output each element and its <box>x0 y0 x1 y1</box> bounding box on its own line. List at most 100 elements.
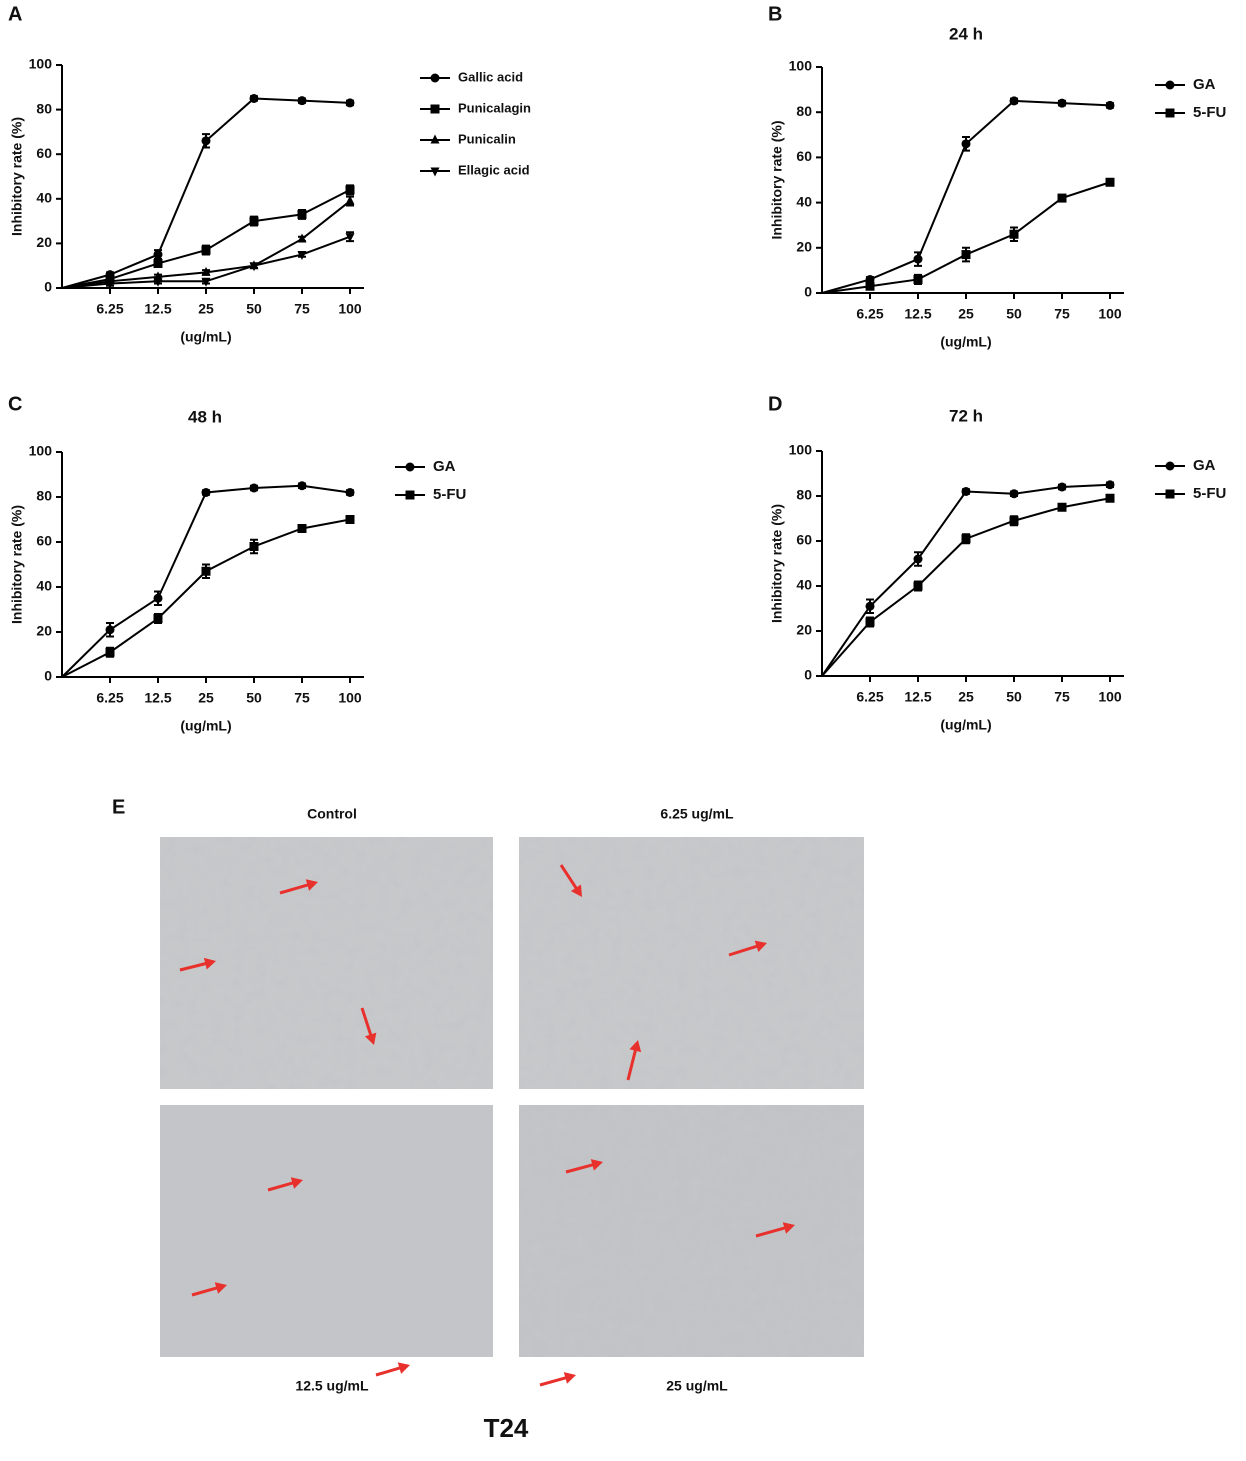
marker <box>297 96 307 106</box>
marker <box>345 488 355 497</box>
marker <box>961 487 971 496</box>
y-tick-label: 80 <box>36 488 52 504</box>
marker <box>345 98 355 108</box>
x-tick-label: 75 <box>294 690 310 706</box>
series-line <box>821 181 1111 294</box>
image-label: 6.25 ug/mL <box>660 806 734 822</box>
marker <box>1057 193 1067 203</box>
legend-label: GA <box>1193 457 1216 474</box>
arrow-shaft <box>755 1225 787 1238</box>
arrow-shaft <box>728 944 760 957</box>
marker <box>1165 461 1175 471</box>
micrograph-texture <box>160 1105 493 1357</box>
marker <box>153 258 163 268</box>
y-tick-label: 0 <box>804 667 812 683</box>
y-tick-label: 100 <box>789 442 813 458</box>
marker <box>913 274 923 284</box>
x-tick-label: 50 <box>1006 689 1022 705</box>
marker <box>1105 480 1115 490</box>
y-tick-label: 60 <box>36 533 52 549</box>
marker <box>1009 96 1019 106</box>
marker <box>345 515 355 524</box>
marker <box>1057 502 1067 512</box>
marker <box>297 524 307 533</box>
marker <box>913 254 923 264</box>
marker <box>153 277 163 287</box>
arrow-shaft <box>565 1162 595 1174</box>
chart-title: 24 h <box>949 24 983 43</box>
marker <box>913 554 923 564</box>
x-tick-label: 100 <box>1098 689 1122 705</box>
marker <box>105 647 115 657</box>
x-axis-label: (ug/mL) <box>940 717 991 733</box>
legend-label: GA <box>433 458 456 475</box>
x-tick-label: 6.25 <box>856 689 883 705</box>
marker <box>1105 177 1115 187</box>
y-tick-label: 80 <box>36 100 52 116</box>
marker <box>430 134 440 144</box>
y-tick-label: 100 <box>789 58 813 74</box>
x-tick-label: 100 <box>1098 306 1122 322</box>
panel-letter: C <box>8 393 22 415</box>
arrow-head <box>214 1282 227 1294</box>
legend-label: Punicalagin <box>458 100 531 115</box>
marker <box>249 483 259 493</box>
y-tick-label: 40 <box>36 578 52 594</box>
marker <box>430 167 440 177</box>
arrow-head <box>563 1372 576 1384</box>
marker <box>1009 489 1019 499</box>
marker <box>1165 108 1175 118</box>
x-axis-label: (ug/mL) <box>940 334 991 350</box>
arrow-head <box>782 1222 795 1234</box>
legend-label: Punicalin <box>458 131 516 146</box>
series-line <box>61 97 351 289</box>
marker <box>249 262 259 272</box>
marker <box>153 614 163 623</box>
marker <box>961 250 971 260</box>
marker <box>297 233 307 243</box>
chart: B 24 h 0 20 40 60 80 100 6.25 12.5 25 50 75 100 Inhibi… <box>768 3 1226 349</box>
y-tick-label: 0 <box>44 279 52 295</box>
marker <box>201 266 211 276</box>
x-tick-label: 50 <box>246 301 262 317</box>
marker <box>201 136 211 146</box>
arrow-shaft <box>191 1285 219 1297</box>
micrograph-texture <box>519 837 864 1089</box>
marker <box>249 216 259 226</box>
marker <box>961 534 971 544</box>
panel-letter: D <box>768 393 782 415</box>
x-tick-label: 12.5 <box>904 306 931 322</box>
y-axis-label: Inhibitory rate (%) <box>9 117 25 236</box>
image-label: 12.5 ug/mL <box>295 1378 369 1394</box>
marker <box>153 250 163 260</box>
arrow-head <box>364 1032 377 1045</box>
micrograph-texture <box>160 837 493 1089</box>
y-tick-label: 40 <box>36 190 52 206</box>
arrow-shaft <box>539 1375 568 1387</box>
y-tick-label: 60 <box>36 145 52 161</box>
x-tick-label: 50 <box>246 690 262 706</box>
x-tick-label: 100 <box>338 690 362 706</box>
micrograph-texture <box>519 1105 864 1357</box>
marker <box>201 245 211 255</box>
x-tick-label: 100 <box>338 301 362 317</box>
x-tick-label: 12.5 <box>144 301 171 317</box>
marker <box>297 251 307 261</box>
y-tick-label: 20 <box>796 622 812 638</box>
y-tick-label: 40 <box>796 193 812 209</box>
arrow-head <box>629 1040 642 1053</box>
y-tick-label: 20 <box>36 234 52 250</box>
marker <box>345 195 355 205</box>
marker <box>405 462 415 472</box>
marker <box>865 281 875 291</box>
y-axis-label: Inhibitory rate (%) <box>9 505 25 624</box>
y-tick-label: 100 <box>29 56 53 72</box>
arrows <box>179 864 795 1387</box>
marker <box>249 542 259 551</box>
arrow-head <box>397 1362 410 1374</box>
panel-letter: E <box>112 796 125 818</box>
arrow-shaft <box>179 961 208 972</box>
marker <box>1105 493 1115 503</box>
chart: D 72 h 0 20 40 60 80 100 6.25 12.5 25 50 75 100 Inhibi… <box>768 393 1226 732</box>
chart-title: 48 h <box>188 407 222 426</box>
